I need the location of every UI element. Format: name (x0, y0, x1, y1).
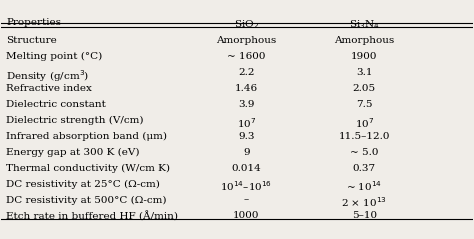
Text: Infrared absorption band (μm): Infrared absorption band (μm) (6, 132, 167, 141)
Text: ~ 1600: ~ 1600 (227, 52, 265, 61)
Text: –: – (244, 196, 249, 204)
Text: Melting point (°C): Melting point (°C) (6, 52, 102, 61)
Text: Si$_3$N$_4$: Si$_3$N$_4$ (349, 18, 380, 31)
Text: 2.2: 2.2 (238, 68, 255, 77)
Text: 10$^7$: 10$^7$ (237, 116, 256, 130)
Text: Refractive index: Refractive index (6, 84, 92, 93)
Text: ~ 10$^{14}$: ~ 10$^{14}$ (346, 179, 383, 193)
Text: 11.5–12.0: 11.5–12.0 (338, 132, 390, 141)
Text: ~ 5.0: ~ 5.0 (350, 148, 378, 157)
Text: 0.37: 0.37 (353, 163, 376, 173)
Text: 1900: 1900 (351, 52, 377, 61)
Text: Dielectric constant: Dielectric constant (6, 100, 106, 109)
Text: Structure: Structure (6, 36, 57, 45)
Text: 3.1: 3.1 (356, 68, 373, 77)
Text: Amorphous: Amorphous (334, 36, 394, 45)
Text: Properties: Properties (6, 18, 61, 27)
Text: 10$^{14}$–10$^{16}$: 10$^{14}$–10$^{16}$ (220, 179, 273, 193)
Text: 0.014: 0.014 (232, 163, 261, 173)
Text: Thermal conductivity (W/cm K): Thermal conductivity (W/cm K) (6, 163, 170, 173)
Text: 1000: 1000 (233, 211, 260, 220)
Text: 7.5: 7.5 (356, 100, 373, 109)
Text: 9.3: 9.3 (238, 132, 255, 141)
Text: Density (g/cm$^3$): Density (g/cm$^3$) (6, 68, 90, 84)
Text: Dielectric strength (V/cm): Dielectric strength (V/cm) (6, 116, 144, 125)
Text: 9: 9 (243, 148, 250, 157)
Text: 3.9: 3.9 (238, 100, 255, 109)
Text: Etch rate in buffered HF (Å/min): Etch rate in buffered HF (Å/min) (6, 211, 178, 222)
Text: DC resistivity at 500°C (Ω-cm): DC resistivity at 500°C (Ω-cm) (6, 196, 166, 205)
Text: 2.05: 2.05 (353, 84, 376, 93)
Text: Amorphous: Amorphous (216, 36, 276, 45)
Text: DC resistivity at 25°C (Ω-cm): DC resistivity at 25°C (Ω-cm) (6, 179, 160, 189)
Text: 10$^7$: 10$^7$ (355, 116, 374, 130)
Text: 5–10: 5–10 (352, 211, 377, 220)
Text: 1.46: 1.46 (235, 84, 258, 93)
Text: 2 × 10$^{13}$: 2 × 10$^{13}$ (341, 196, 387, 209)
Text: SiO$_2$: SiO$_2$ (234, 18, 259, 31)
Text: Energy gap at 300 K (eV): Energy gap at 300 K (eV) (6, 148, 140, 157)
